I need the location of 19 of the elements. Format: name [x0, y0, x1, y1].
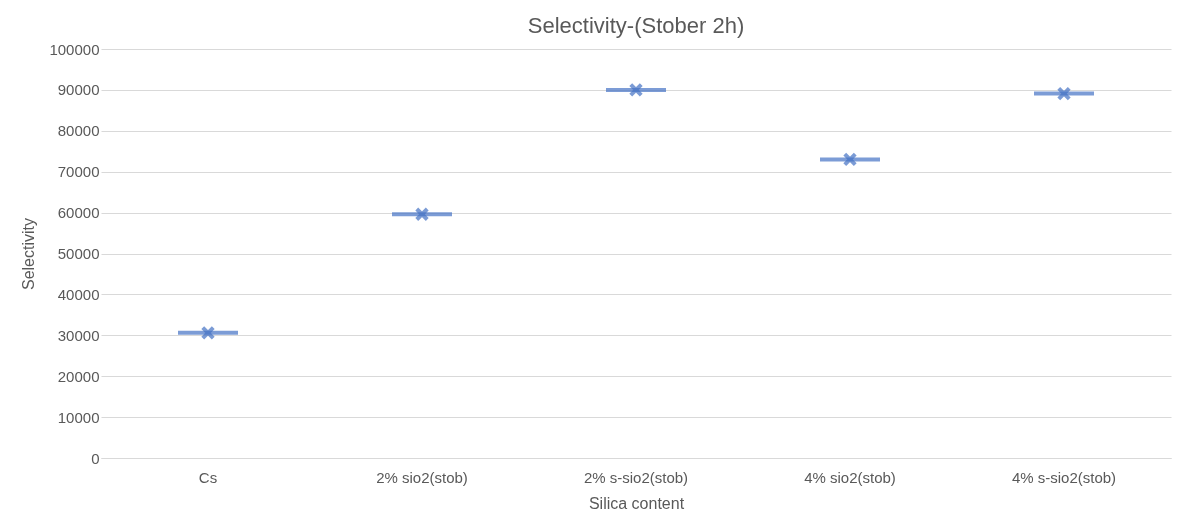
x-tick-label: 2% sio2(stob)	[376, 468, 468, 486]
y-tick-label: 50000	[57, 245, 100, 262]
x-tick-label: 2% s-sio2(stob)	[583, 468, 689, 486]
y-tick-label: 60000	[57, 204, 100, 222]
x-tick-label: Cs	[198, 468, 218, 486]
y-tick-label: 0	[91, 449, 100, 467]
y-tick-label: 20000	[57, 367, 100, 385]
y-tick-label: 80000	[57, 122, 100, 140]
chart-title: Selectivity-(Stober 2h)	[527, 13, 745, 38]
y-tick-label: 100000	[49, 40, 100, 58]
y-tick-label: 70000	[57, 163, 100, 181]
y-tick-label: 10000	[57, 408, 100, 426]
y-tick-label: 30000	[57, 326, 100, 344]
y-axis-title: Selectivity	[20, 217, 38, 291]
x-tick-label: 4% s-sio2(stob)	[1011, 468, 1117, 486]
x-tick-label: 4% sio2(stob)	[804, 468, 896, 486]
x-axis-title: Silica content	[588, 494, 685, 512]
y-tick-label: 90000	[57, 81, 100, 99]
y-tick-label: 40000	[57, 285, 100, 303]
